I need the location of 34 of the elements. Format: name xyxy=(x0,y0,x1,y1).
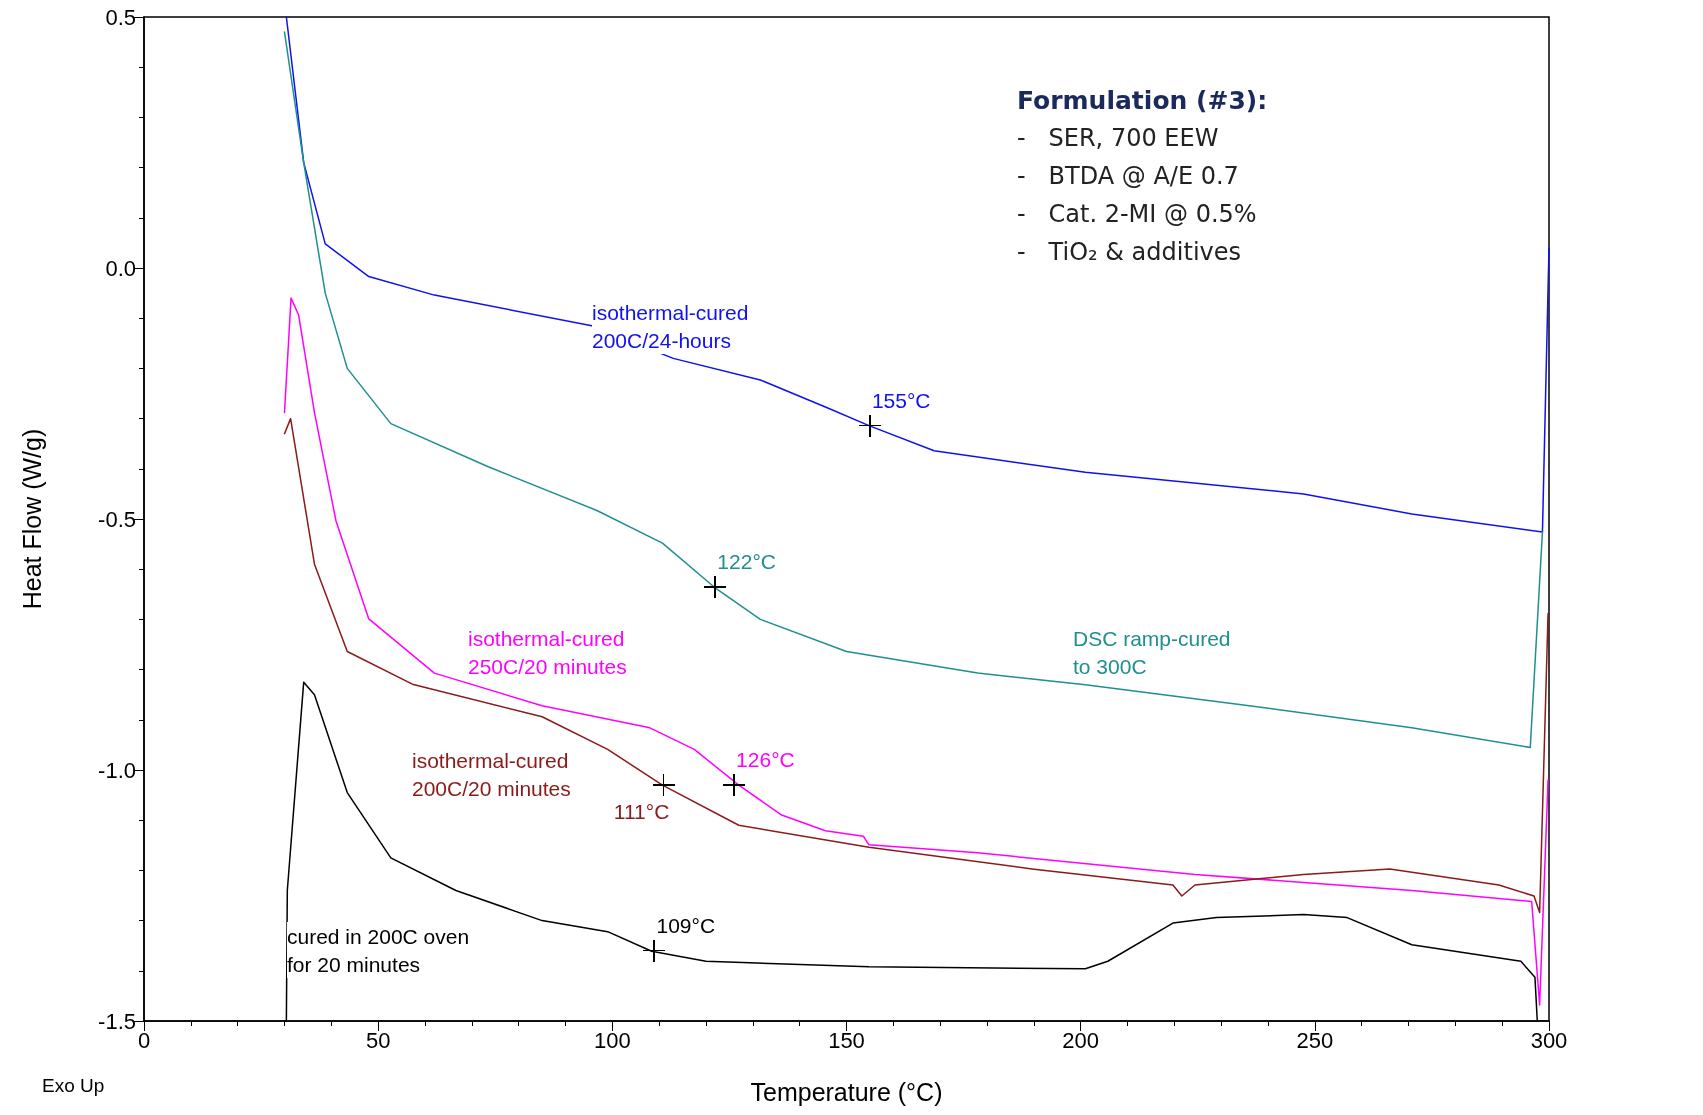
annotation: 122°C xyxy=(717,550,776,574)
x-tick-label: 50 xyxy=(365,1027,391,1053)
y-tick-label: -1.0 xyxy=(98,757,136,783)
annotation: - SER, 700 EEW xyxy=(1017,124,1219,152)
line-series xyxy=(285,16,1550,533)
y-axis-title: Heat Flow (W/g) xyxy=(17,428,46,610)
x-tick-label: 0 xyxy=(137,1027,151,1053)
annotation: Formulation (#3): xyxy=(1017,86,1268,115)
x-tick-label: 200 xyxy=(1062,1027,1100,1053)
y-tick-label: 0.0 xyxy=(105,255,136,281)
annotation: isothermal-cured 200C/24-hours xyxy=(592,300,749,352)
annotation: - TiO₂ & additives xyxy=(1017,238,1242,266)
line-series xyxy=(283,31,1544,749)
y-tick-label: -0.5 xyxy=(98,506,136,532)
line-series xyxy=(283,417,1549,914)
annotation: 111°C xyxy=(613,800,670,824)
annotation: - Cat. 2-MI @ 0.5% xyxy=(1017,200,1257,228)
text: Exo Up xyxy=(42,1074,105,1096)
annotation: 109°C xyxy=(656,913,716,937)
x-tick-label: 100 xyxy=(593,1027,631,1053)
annotation: isothermal-cured 250C/20 minutes xyxy=(468,626,627,678)
annotation: - BTDA @ A/E 0.7 xyxy=(1017,162,1239,190)
annotation: 155°C xyxy=(871,388,931,412)
y-tick-label: -1.5 xyxy=(98,1008,136,1034)
annotation: isothermal-cured 200C/20 minutes xyxy=(412,748,571,800)
x-tick-label: 250 xyxy=(1296,1027,1334,1053)
annotation: cured in 200C oven for 20 minutes xyxy=(287,924,470,976)
annotation: DSC ramp-cured to 300C xyxy=(1073,626,1231,678)
x-tick-label: 150 xyxy=(828,1027,865,1053)
annotation: 126°C xyxy=(736,748,795,772)
x-tick-label: 300 xyxy=(1530,1027,1568,1053)
line-series xyxy=(283,297,1549,1006)
x-axis-title: Temperature (°C) xyxy=(750,1077,943,1106)
y-tick-label: 0.5 xyxy=(105,4,136,30)
